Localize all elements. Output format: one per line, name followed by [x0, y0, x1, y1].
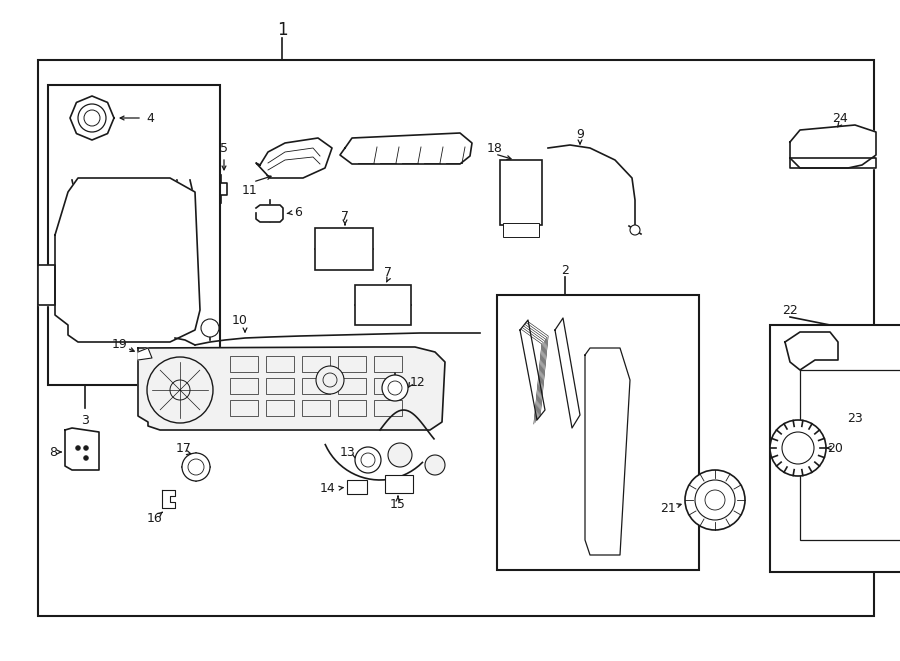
Text: 23: 23 — [847, 412, 863, 424]
Bar — [347, 480, 367, 494]
Bar — [266, 378, 294, 394]
Circle shape — [361, 453, 375, 467]
Circle shape — [78, 104, 106, 132]
Text: 19: 19 — [112, 338, 128, 352]
Text: 20: 20 — [827, 442, 843, 455]
Bar — [48, 85, 220, 385]
Circle shape — [355, 447, 381, 473]
Polygon shape — [256, 205, 283, 222]
Circle shape — [316, 366, 344, 394]
Text: 7: 7 — [384, 266, 392, 280]
Bar — [302, 356, 330, 372]
Circle shape — [770, 420, 826, 476]
Text: 15: 15 — [390, 498, 406, 512]
Circle shape — [695, 480, 735, 520]
Bar — [800, 370, 900, 540]
Polygon shape — [585, 348, 630, 555]
Polygon shape — [555, 318, 580, 428]
Bar — [338, 400, 366, 416]
Bar — [230, 400, 258, 416]
Bar — [38, 60, 874, 616]
Polygon shape — [790, 125, 876, 168]
Circle shape — [382, 375, 408, 401]
Bar — [500, 160, 542, 225]
Circle shape — [388, 443, 412, 467]
Circle shape — [782, 432, 814, 464]
Bar — [374, 356, 402, 372]
Polygon shape — [162, 490, 175, 508]
Circle shape — [84, 455, 88, 461]
Polygon shape — [256, 138, 332, 178]
Text: 12: 12 — [410, 375, 426, 389]
Circle shape — [76, 446, 80, 451]
Text: 22: 22 — [782, 303, 798, 317]
Polygon shape — [785, 332, 838, 370]
Text: 6: 6 — [294, 206, 302, 219]
Text: 16: 16 — [147, 512, 163, 524]
Text: 9: 9 — [576, 128, 584, 141]
Bar — [230, 356, 258, 372]
Text: 17: 17 — [176, 442, 192, 455]
Polygon shape — [138, 348, 152, 360]
Text: 10: 10 — [232, 313, 248, 327]
Bar — [770, 325, 900, 572]
Polygon shape — [65, 428, 99, 470]
Text: 14: 14 — [320, 481, 336, 494]
Bar — [230, 378, 258, 394]
Polygon shape — [790, 158, 876, 168]
Text: 13: 13 — [340, 446, 356, 459]
Circle shape — [84, 110, 100, 126]
Circle shape — [201, 319, 219, 337]
Polygon shape — [38, 265, 55, 305]
Text: 7: 7 — [341, 210, 349, 223]
Circle shape — [182, 453, 210, 481]
Bar — [503, 223, 539, 237]
Circle shape — [147, 357, 213, 423]
Circle shape — [323, 373, 337, 387]
Bar — [497, 295, 699, 570]
Text: 8: 8 — [49, 446, 57, 459]
Bar — [338, 378, 366, 394]
Bar — [338, 356, 366, 372]
Bar — [355, 285, 411, 325]
Circle shape — [388, 381, 402, 395]
Bar — [385, 475, 413, 493]
Bar — [302, 400, 330, 416]
Circle shape — [170, 380, 190, 400]
Circle shape — [630, 225, 640, 235]
Bar — [266, 356, 294, 372]
Text: 2: 2 — [561, 264, 569, 276]
Text: 18: 18 — [487, 141, 503, 155]
Text: 21: 21 — [660, 502, 676, 514]
Text: 3: 3 — [81, 414, 89, 426]
Circle shape — [705, 490, 725, 510]
Polygon shape — [138, 347, 445, 430]
Bar — [374, 400, 402, 416]
Text: 4: 4 — [146, 112, 154, 124]
Bar — [374, 378, 402, 394]
Polygon shape — [70, 96, 114, 140]
Circle shape — [685, 470, 745, 530]
Circle shape — [425, 455, 445, 475]
Bar — [302, 378, 330, 394]
Text: 24: 24 — [832, 112, 848, 124]
Bar — [315, 228, 373, 270]
Bar — [266, 400, 294, 416]
Circle shape — [188, 459, 204, 475]
Circle shape — [84, 446, 88, 451]
Text: 11: 11 — [242, 184, 258, 196]
Polygon shape — [340, 133, 472, 164]
Text: 5: 5 — [220, 141, 228, 155]
Text: 1: 1 — [276, 21, 287, 39]
Polygon shape — [520, 320, 545, 420]
Polygon shape — [55, 178, 200, 342]
